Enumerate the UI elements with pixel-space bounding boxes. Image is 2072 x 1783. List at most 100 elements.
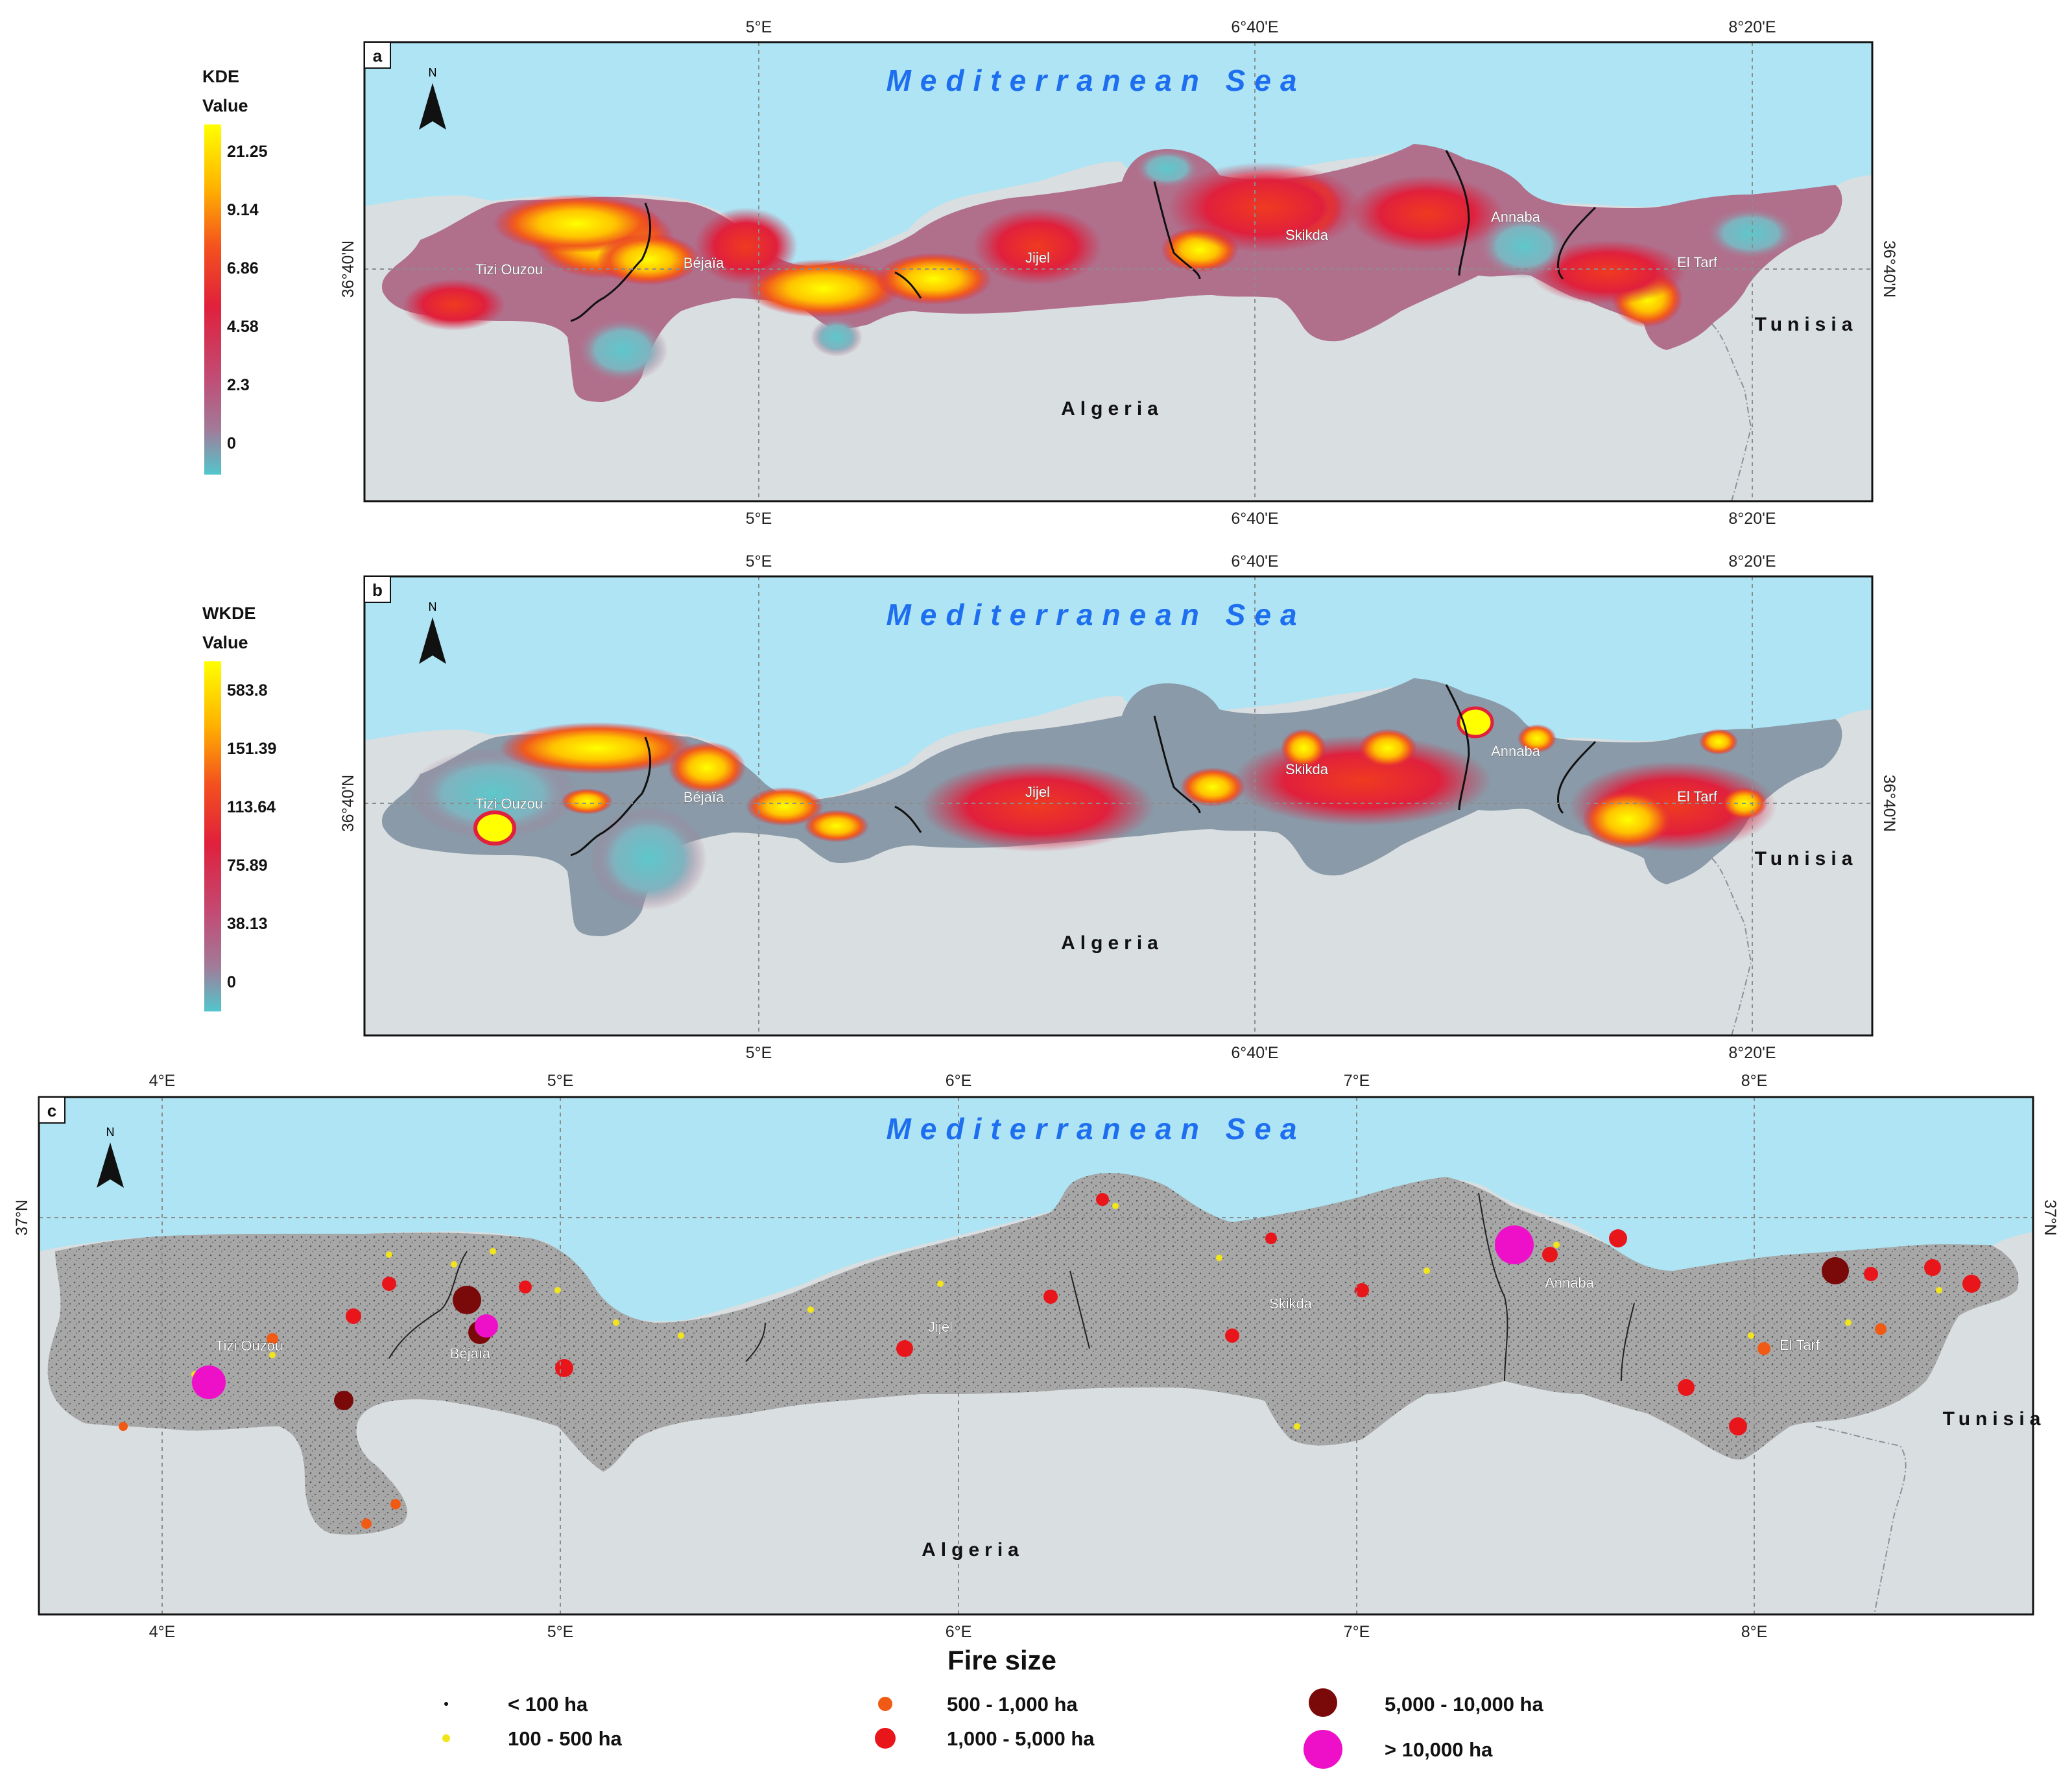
sea-label: Mediterranean Sea xyxy=(886,598,1305,632)
fire-point xyxy=(192,1365,226,1399)
fire-point xyxy=(1553,1242,1560,1248)
fire-size-symbol xyxy=(444,1702,448,1706)
fire-point xyxy=(1423,1268,1430,1274)
fire-point xyxy=(1845,1319,1852,1326)
legend-value: 0 xyxy=(227,973,236,991)
fire-size-symbol xyxy=(875,1728,896,1749)
fire-size-symbol xyxy=(1309,1688,1337,1717)
fire-point xyxy=(1757,1342,1770,1355)
fire-size-label: 1,000 - 5,000 ha xyxy=(947,1727,1095,1750)
kde-red-area xyxy=(973,207,1102,285)
province-boundary xyxy=(1557,740,1597,814)
fire-point xyxy=(896,1340,913,1357)
longitude-label: 6°E xyxy=(946,1072,972,1090)
fire-point xyxy=(1822,1257,1849,1284)
wkde-hotspot xyxy=(1457,706,1494,738)
fire-point xyxy=(1096,1193,1109,1206)
city-label: Tizi Ouzou xyxy=(215,1338,283,1354)
north-letter: N xyxy=(106,1126,115,1139)
longitude-label: 7°E xyxy=(1344,1623,1370,1641)
fire-point xyxy=(1495,1225,1534,1264)
legend-value: 4.58 xyxy=(227,318,259,336)
longitude-label: 6°40'E xyxy=(1231,552,1278,571)
province-boundary xyxy=(1557,206,1597,280)
fire-point xyxy=(267,1333,278,1345)
legend-value: 583.8 xyxy=(227,681,268,700)
city-label: Tizi Ouzou xyxy=(475,796,543,812)
country-label: Tunisia xyxy=(1943,1408,2046,1430)
border-line xyxy=(1815,1426,1907,1615)
north-arrow-icon xyxy=(97,1142,124,1188)
fire-point xyxy=(1265,1233,1277,1244)
fire-point xyxy=(1875,1323,1887,1335)
fire-point xyxy=(678,1332,684,1339)
fire-point xyxy=(1924,1259,1941,1276)
longitude-label: 8°20'E xyxy=(1728,1044,1776,1062)
fire-point xyxy=(613,1319,619,1326)
city-label: Annaba xyxy=(1545,1275,1595,1291)
fire-point xyxy=(390,1499,401,1509)
wkde-hotspot xyxy=(804,810,869,842)
fire-point xyxy=(1294,1423,1300,1430)
fire-point xyxy=(1864,1267,1878,1281)
panel-label-box xyxy=(364,576,391,603)
province-boundary xyxy=(388,1251,468,1359)
legend-value: 6.86 xyxy=(227,259,259,277)
fire-point xyxy=(1962,1275,1981,1293)
panel-b: WKDE Value 583.8 151.39 113.64 75.89 38.… xyxy=(202,552,1898,1062)
wkde-low-area xyxy=(409,748,577,839)
legend-subtitle: Value xyxy=(202,96,248,115)
sea-label: Mediterranean Sea xyxy=(886,1112,1305,1146)
kde-red-area xyxy=(694,207,798,285)
fire-point xyxy=(1678,1379,1695,1396)
kde-legend: KDE Value 21.25 9.14 6.86 4.58 2.3 0 xyxy=(202,67,268,475)
sea-label: Mediterranean Sea xyxy=(886,64,1305,97)
wkde-hotspot xyxy=(1518,724,1556,753)
legend-value: 113.64 xyxy=(227,798,276,816)
fire-point xyxy=(1729,1417,1747,1435)
fire-point xyxy=(1225,1328,1239,1343)
province-boundary xyxy=(1069,1270,1090,1349)
city-label: Annaba xyxy=(1491,209,1541,225)
north-arrow: N xyxy=(97,1126,124,1188)
kde-hotspot xyxy=(875,253,992,305)
province-boundary xyxy=(894,805,922,833)
kde-low-area xyxy=(1706,207,1796,259)
wkde-hotspot xyxy=(1359,729,1417,768)
legend-title: KDE xyxy=(202,67,239,86)
fire-size-symbol xyxy=(1304,1730,1342,1769)
fire-point xyxy=(555,1359,573,1377)
longitude-label: 8°E xyxy=(1741,1623,1768,1641)
longitude-label: 8°E xyxy=(1741,1072,1768,1090)
north-arrow: N xyxy=(419,600,446,664)
kde-hotspot xyxy=(597,233,700,285)
fire-size-legend: Fire size < 100 ha 100 - 500 ha 500 - 1,… xyxy=(442,1645,1543,1769)
kde-low-area xyxy=(577,318,668,383)
city-label: Jijel xyxy=(1025,784,1050,800)
kde-red-area xyxy=(402,279,506,331)
latitude-label: 36°40'N xyxy=(1880,775,1898,832)
wkde-hotspot xyxy=(499,722,694,774)
city-label: Béjaïa xyxy=(684,255,724,271)
fire-point xyxy=(1542,1247,1558,1262)
latitude-label: 36°40'N xyxy=(339,775,357,832)
kde-red-area xyxy=(1167,162,1362,253)
fire-point xyxy=(1748,1332,1754,1339)
legend-title: WKDE xyxy=(202,604,256,623)
longitude-label: 4°E xyxy=(149,1072,176,1090)
country-label: Algeria xyxy=(1061,932,1163,954)
longitude-label: 5°E xyxy=(547,1072,574,1090)
map-frame-a: a Mediterranean Sea Algeria Tunisia N Ti… xyxy=(339,18,1898,528)
fire-point xyxy=(361,1518,372,1529)
province-boundary xyxy=(745,1322,766,1362)
longitude-label: 6°40'E xyxy=(1231,18,1278,36)
panel-label-box xyxy=(38,1096,65,1124)
fire-large xyxy=(119,1193,1981,1529)
legend-value: 0 xyxy=(227,434,236,453)
kde-hotspot xyxy=(746,259,901,318)
fire-point xyxy=(1355,1283,1369,1297)
fire-point xyxy=(334,1391,353,1410)
map-frame-b: b Mediterranean Sea Algeria Tunisia N Ti… xyxy=(339,552,1898,1062)
panel-label: a xyxy=(373,46,383,65)
city-label: Béjaïa xyxy=(684,789,724,805)
